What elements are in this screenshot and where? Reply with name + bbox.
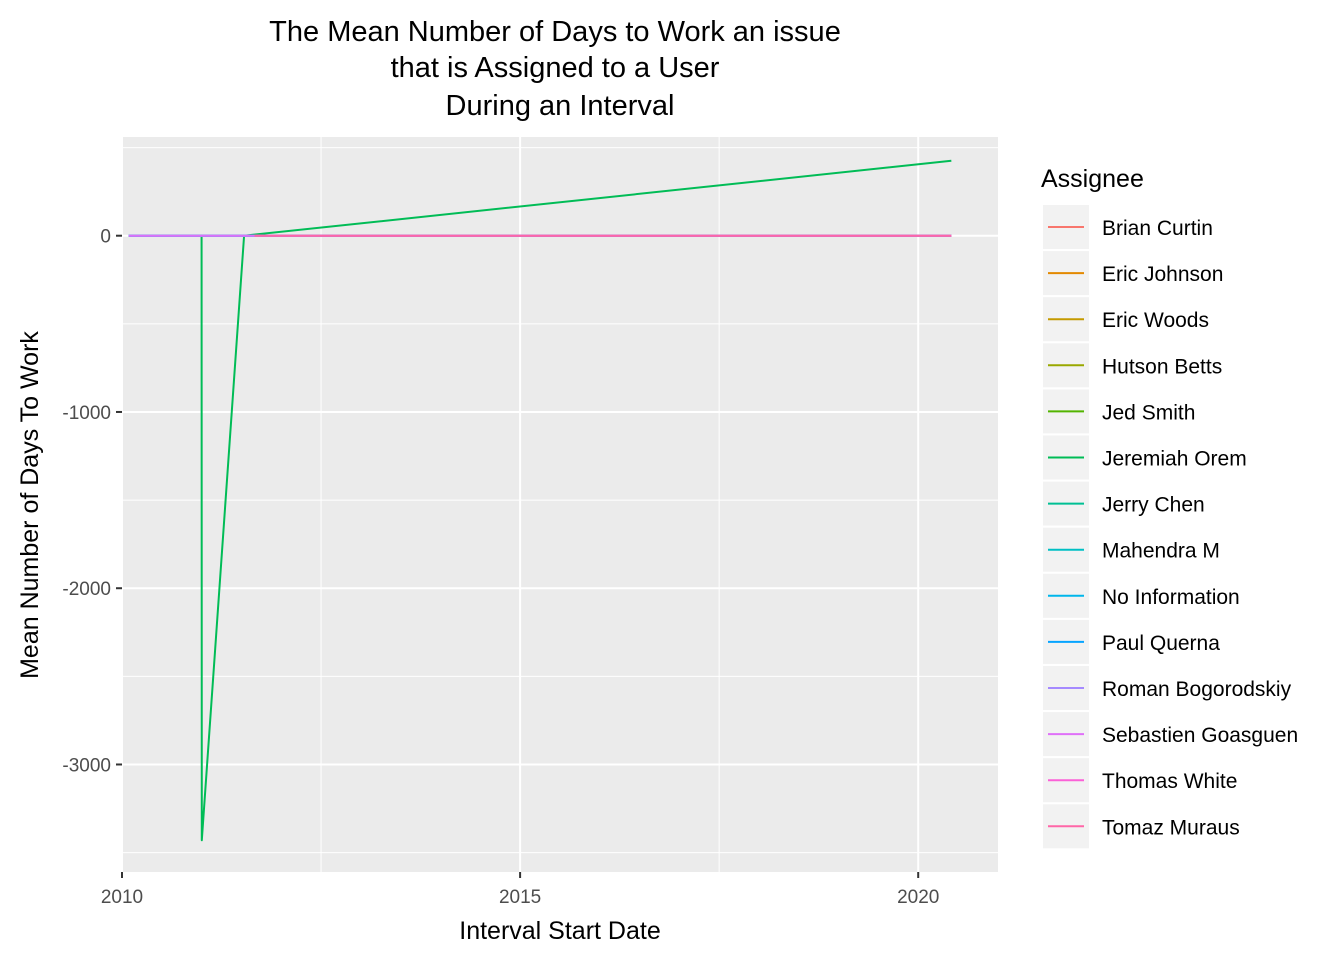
legend-item: Paul Querna <box>1043 619 1220 664</box>
legend-label: Eric Johnson <box>1102 263 1223 286</box>
x-tick-label: 2010 <box>101 887 143 908</box>
legend-item: Jerry Chen <box>1043 481 1205 526</box>
legend-label: Brian Curtin <box>1102 217 1213 240</box>
legend-item: Hutson Betts <box>1043 343 1222 388</box>
y-tick-label: -2000 <box>62 579 111 600</box>
plot-panel <box>122 137 998 872</box>
legend-label: Jerry Chen <box>1102 494 1205 517</box>
legend-item: Brian Curtin <box>1043 205 1213 249</box>
axes: 2010 2015 2020 0 -1000 -2000 -3000 <box>62 227 939 908</box>
legend-label: Eric Woods <box>1102 309 1209 332</box>
legend-item: Eric Johnson <box>1043 251 1223 296</box>
legend-item: Roman Bogorodskiy <box>1043 666 1292 710</box>
legend-item: No Information <box>1043 573 1240 618</box>
legend-label: Sebastien Goasguen <box>1102 724 1298 747</box>
y-tick-label: -1000 <box>62 403 111 424</box>
legend-label: No Information <box>1102 586 1240 609</box>
chart-title-line-3: During an Interval <box>446 90 675 122</box>
legend-item: Jeremiah Orem <box>1043 435 1247 480</box>
legend-item: Mahendra M <box>1043 527 1220 572</box>
x-tick-label: 2015 <box>499 887 541 908</box>
y-tick-label: -3000 <box>62 755 111 776</box>
x-axis-title: Interval Start Date <box>459 917 660 945</box>
legend-title: Assignee <box>1041 165 1144 193</box>
series-lines <box>128 159 952 842</box>
chart-title-line-2: that is Assigned to a User <box>391 52 720 84</box>
legend-item: Sebastien Goasguen <box>1043 712 1298 757</box>
x-tick-label: 2020 <box>897 887 939 908</box>
legend-item: Thomas White <box>1043 758 1237 803</box>
legend-label: Thomas White <box>1102 770 1237 793</box>
legend-label: Jeremiah Orem <box>1102 448 1247 471</box>
y-axis-title: Mean Number of Days To Work <box>16 331 44 679</box>
y-tick-label: 0 <box>100 227 111 248</box>
legend-label: Mahendra M <box>1102 540 1220 563</box>
legend-label: Jed Smith <box>1102 401 1195 424</box>
legend-label: Paul Querna <box>1102 632 1220 655</box>
legend-label: Roman Bogorodskiy <box>1102 678 1292 701</box>
chart-title-line-1: The Mean Number of Days to Work an issue <box>269 16 841 48</box>
legend-item: Jed Smith <box>1043 389 1195 434</box>
legend-label: Tomaz Muraus <box>1102 816 1240 839</box>
legend-item: Tomaz Muraus <box>1043 804 1240 849</box>
chart-title: The Mean Number of Days to Work an issue… <box>269 16 841 122</box>
legend-label: Hutson Betts <box>1102 355 1222 378</box>
legend: Assignee Brian Curtin Eric Johnson Eric Wo… <box>1041 165 1298 849</box>
legend-item: Eric Woods <box>1043 297 1209 342</box>
